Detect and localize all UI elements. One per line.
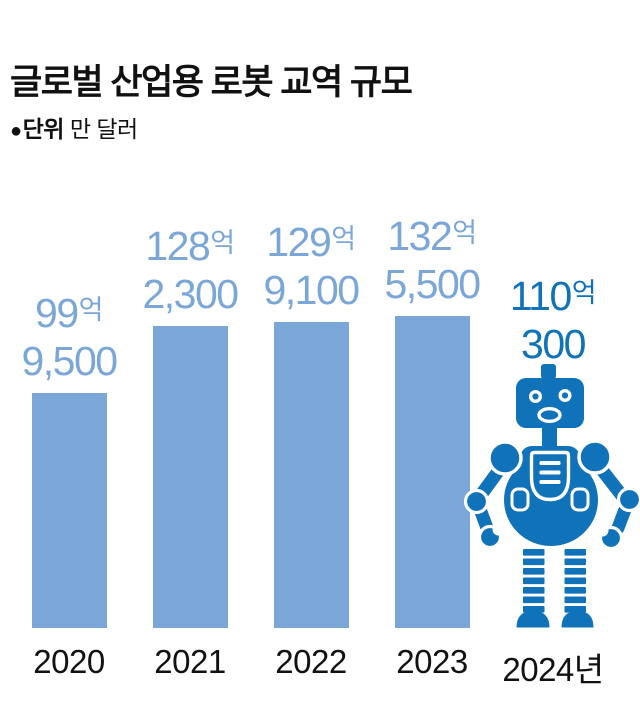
eok-suffix: 억: [571, 278, 597, 308]
value-label-2021: 128억 2,300: [142, 223, 239, 318]
eok-suffix: 억: [331, 224, 356, 255]
bar-2021: [152, 326, 228, 628]
unit-line: ●단위 만 달러: [10, 110, 138, 144]
bar-2020: [31, 392, 107, 628]
x-axis-label-2024: 2024년: [502, 651, 604, 688]
robot-icon: [463, 364, 640, 628]
eok-suffix: 억: [78, 294, 104, 325]
chart-title: 글로벌 산업용 로봇 교역 규모: [10, 63, 413, 102]
eok-suffix: 억: [210, 228, 235, 259]
x-axis-label-2021: 2021: [154, 643, 226, 680]
x-axis-label-2020: 2020: [33, 643, 105, 680]
x-axis-label-2023: 2023: [396, 643, 468, 680]
unit-label: 단위: [22, 116, 65, 142]
value-label-2023: 132억 5,500: [384, 212, 481, 307]
bar-2022: [273, 322, 349, 628]
bar-2023: [394, 315, 470, 628]
unit-value: 만 달러: [69, 116, 138, 142]
value-label-2022: 129억 9,100: [263, 219, 360, 314]
unit-bullet-icon: ●: [10, 120, 22, 142]
eok-suffix: 억: [452, 217, 477, 248]
x-axis-label-2022: 2022: [275, 643, 347, 680]
value-label-2020: 99억 9,500: [21, 289, 118, 384]
value-label-2024: 110억 300: [509, 273, 597, 367]
